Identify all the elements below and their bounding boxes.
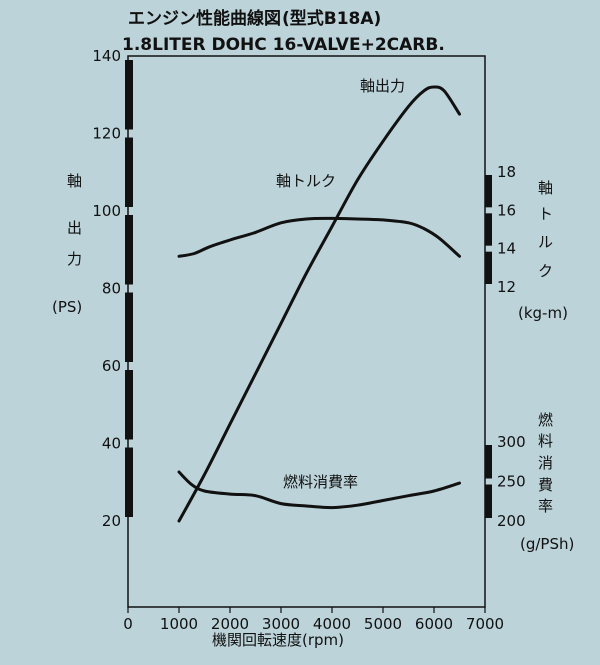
power-axis-unit: (PS) bbox=[52, 298, 82, 316]
torque-axis-bar bbox=[485, 213, 492, 246]
power-axis-bar bbox=[125, 60, 133, 130]
torque-axis-ticks: 18 16 14 12 bbox=[497, 163, 516, 296]
fuel-consumption-curve bbox=[177, 470, 461, 510]
fuel-axis-bar bbox=[485, 445, 492, 479]
torque-axis-label-char-2: ル bbox=[538, 233, 553, 251]
torque-tick-label: 14 bbox=[497, 240, 516, 258]
power-tick-label: 100 bbox=[92, 202, 121, 220]
fuel-axis-label-char-0: 燃 bbox=[538, 411, 553, 429]
power-tick-label: 80 bbox=[102, 280, 121, 298]
fuel-tick-label: 200 bbox=[497, 512, 526, 530]
power-axis-bar bbox=[125, 215, 133, 285]
torque-tick-label: 16 bbox=[497, 201, 516, 219]
power-curve bbox=[177, 85, 461, 523]
fuel-axis-ticks: 300 250 200 bbox=[497, 433, 526, 530]
power-tick-label: 140 bbox=[92, 47, 121, 65]
series-lines bbox=[177, 85, 461, 523]
power-tick-label: 60 bbox=[102, 357, 121, 375]
x-tick-label: 6000 bbox=[415, 615, 453, 633]
x-tick-label: 0 bbox=[123, 615, 133, 633]
torque-axis-bar bbox=[485, 175, 492, 208]
chart-title-model: (型式B18A) bbox=[282, 8, 381, 29]
x-tick-label: 3000 bbox=[262, 615, 300, 633]
fuel-tick-label: 250 bbox=[497, 473, 526, 491]
fuel-axis-label-char-1: 料 bbox=[538, 432, 553, 450]
x-axis-ticks: 0 1000 2000 3000 4000 5000 6000 7000 bbox=[123, 607, 504, 633]
torque-axis-bar bbox=[485, 251, 492, 284]
torque-tick-label: 12 bbox=[497, 278, 516, 296]
torque-axis-unit: (kg-m) bbox=[518, 304, 568, 322]
fuel-axis-bar bbox=[485, 484, 492, 518]
series-label-fuel: 燃料消費率 bbox=[283, 473, 358, 491]
power-axis-bars bbox=[125, 60, 133, 517]
x-tick-label: 1000 bbox=[160, 615, 198, 633]
power-axis-label-char-1: 出 bbox=[67, 219, 82, 237]
plot-frame bbox=[127, 55, 486, 608]
chart-title: エンジン性能曲線図 bbox=[128, 8, 281, 29]
power-axis-bar bbox=[125, 292, 133, 362]
torque-axis-label-char-3: ク bbox=[538, 262, 553, 280]
power-axis-label-char-0: 軸 bbox=[67, 172, 82, 190]
fuel-tick-label: 300 bbox=[497, 433, 526, 451]
torque-tick-label: 18 bbox=[497, 163, 516, 181]
fuel-axis-label-char-4: 率 bbox=[538, 497, 553, 515]
torque-axis-bars bbox=[485, 175, 492, 284]
power-tick-label: 20 bbox=[102, 512, 121, 530]
fuel-axis-label-char-2: 消 bbox=[538, 454, 553, 472]
power-axis-label-char-2: 力 bbox=[67, 250, 82, 268]
power-axis-ticks: 140 120 100 80 60 40 20 bbox=[92, 47, 121, 530]
fuel-axis-unit: (g/PSh) bbox=[520, 535, 574, 553]
torque-curve bbox=[177, 216, 461, 258]
power-axis-bar bbox=[125, 447, 133, 517]
torque-axis-label-char-1: ト bbox=[538, 205, 553, 223]
x-tick-label: 4000 bbox=[313, 615, 351, 633]
fuel-axis-bars bbox=[485, 445, 492, 518]
chart-subtitle: 1.8LITER DOHC 16-VALVE+2CARB. bbox=[122, 35, 445, 55]
power-tick-label: 120 bbox=[92, 125, 121, 143]
power-axis-bar bbox=[125, 370, 133, 440]
torque-axis-label-char-0: 軸 bbox=[538, 179, 553, 197]
x-tick-label: 5000 bbox=[364, 615, 402, 633]
power-tick-label: 40 bbox=[102, 435, 121, 453]
x-tick-label: 2000 bbox=[211, 615, 249, 633]
series-label-torque: 軸トルク bbox=[276, 172, 336, 190]
x-tick-label: 7000 bbox=[466, 615, 504, 633]
power-axis-bar bbox=[125, 137, 133, 207]
series-label-power: 軸出力 bbox=[360, 77, 405, 95]
x-axis-label: 機関回転速度(rpm) bbox=[212, 631, 344, 649]
fuel-axis-label-char-3: 費 bbox=[538, 476, 553, 494]
